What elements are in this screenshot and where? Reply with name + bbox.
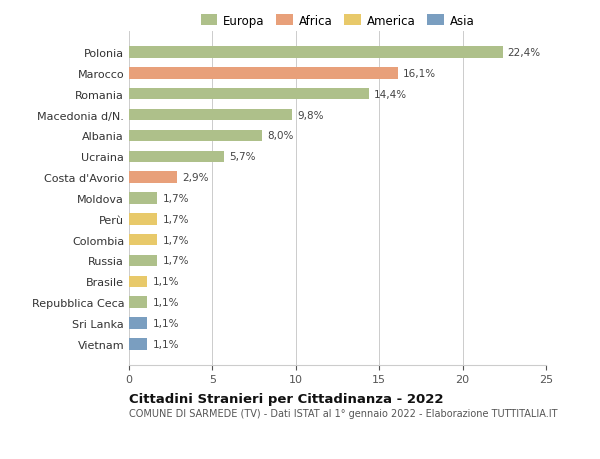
- Text: COMUNE DI SARMEDE (TV) - Dati ISTAT al 1° gennaio 2022 - Elaborazione TUTTITALIA: COMUNE DI SARMEDE (TV) - Dati ISTAT al 1…: [129, 409, 557, 419]
- Text: 1,7%: 1,7%: [163, 235, 189, 245]
- Bar: [129, 318, 148, 329]
- Bar: [129, 151, 224, 162]
- Bar: [129, 89, 369, 100]
- Bar: [129, 338, 148, 350]
- Text: 1,7%: 1,7%: [163, 194, 189, 203]
- Bar: [129, 213, 157, 225]
- Bar: [129, 130, 262, 142]
- Bar: [129, 297, 148, 308]
- Bar: [129, 172, 178, 184]
- Bar: [129, 255, 157, 267]
- Text: 5,7%: 5,7%: [229, 152, 256, 162]
- Text: 9,8%: 9,8%: [298, 110, 324, 120]
- Text: 16,1%: 16,1%: [403, 69, 436, 79]
- Text: 1,7%: 1,7%: [163, 214, 189, 224]
- Text: 14,4%: 14,4%: [374, 90, 407, 100]
- Text: 1,1%: 1,1%: [152, 318, 179, 328]
- Text: Cittadini Stranieri per Cittadinanza - 2022: Cittadini Stranieri per Cittadinanza - 2…: [129, 392, 443, 405]
- Text: 2,9%: 2,9%: [182, 173, 209, 183]
- Text: 1,7%: 1,7%: [163, 256, 189, 266]
- Text: 1,1%: 1,1%: [152, 297, 179, 308]
- Legend: Europa, Africa, America, Asia: Europa, Africa, America, Asia: [200, 15, 475, 28]
- Text: 1,1%: 1,1%: [152, 339, 179, 349]
- Bar: [129, 235, 157, 246]
- Bar: [129, 276, 148, 287]
- Text: 22,4%: 22,4%: [508, 48, 541, 58]
- Text: 1,1%: 1,1%: [152, 277, 179, 287]
- Text: 8,0%: 8,0%: [268, 131, 294, 141]
- Bar: [129, 47, 503, 59]
- Bar: [129, 110, 292, 121]
- Bar: [129, 193, 157, 204]
- Bar: [129, 68, 398, 79]
